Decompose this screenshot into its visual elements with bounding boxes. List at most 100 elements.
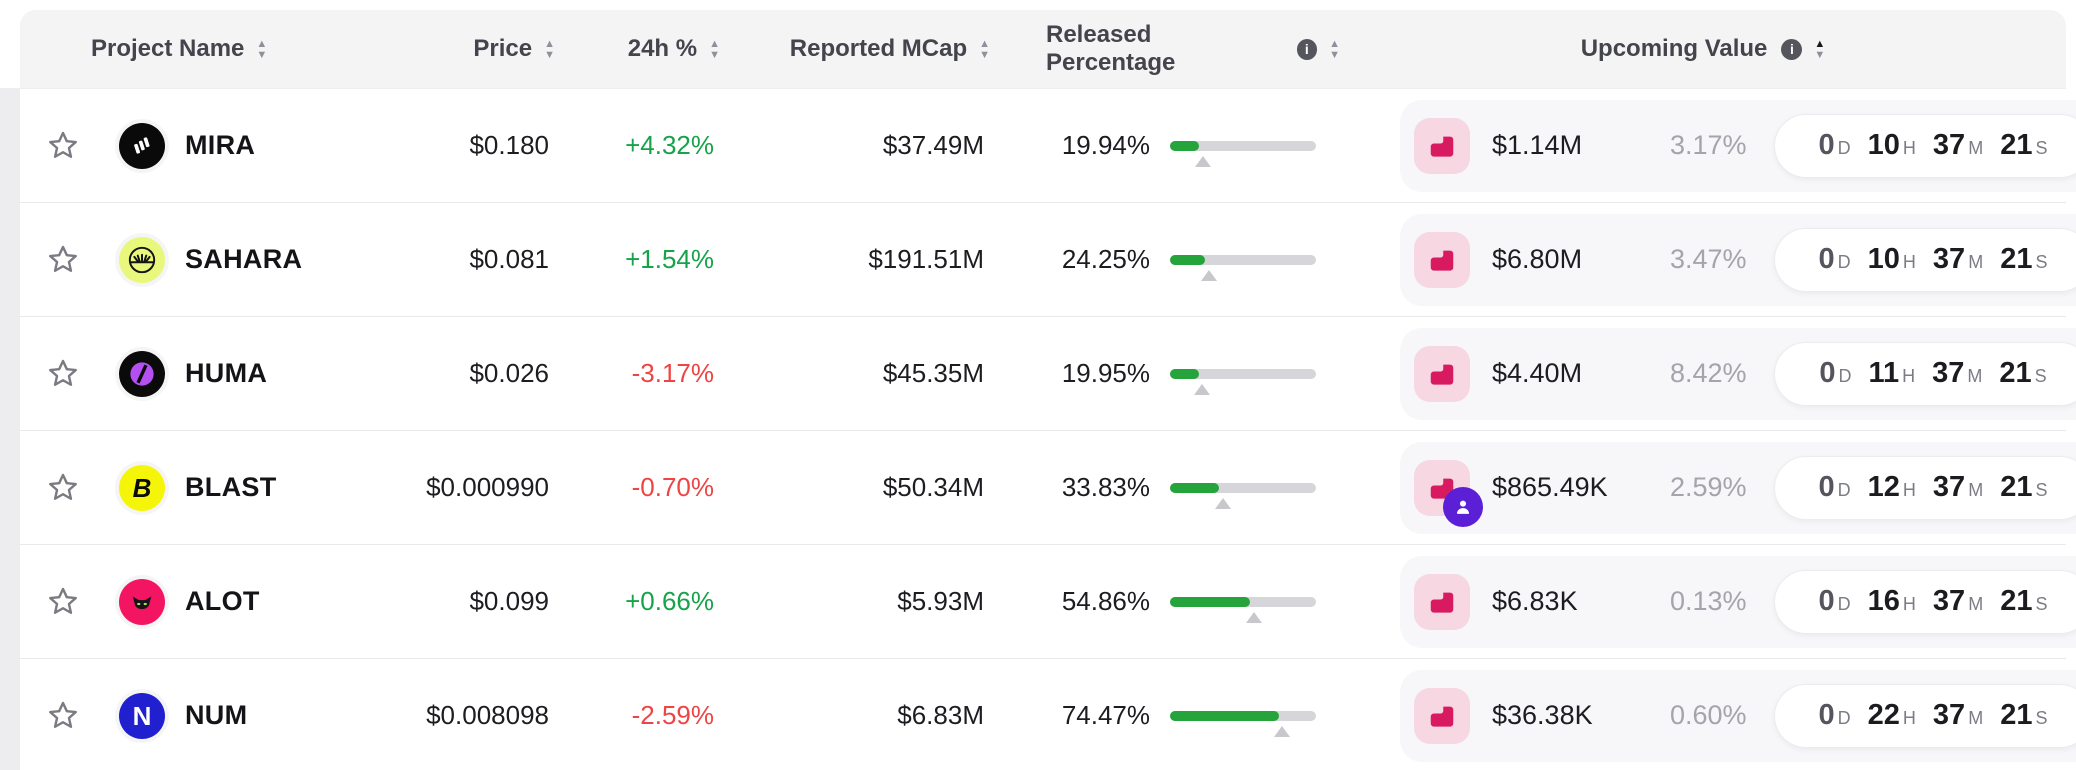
project-name[interactable]: HUMA xyxy=(185,358,268,388)
project-logo: N xyxy=(119,692,165,739)
released-percentage-value: 74.47% xyxy=(1061,700,1150,730)
timer-days: 0 xyxy=(1818,585,1835,617)
released-progress-bar xyxy=(1170,368,1316,395)
timer-days: 0 xyxy=(1818,471,1835,503)
timer-seconds-unit: S xyxy=(2035,480,2048,500)
timer-minutes-unit: M xyxy=(1968,594,1984,614)
sort-icon[interactable]: ▲ ▼ xyxy=(979,37,990,61)
timer-days-unit: D xyxy=(1838,366,1852,386)
upcoming-unlock-marker-icon xyxy=(1201,269,1218,281)
upcoming-unlock-percent: 2.59% xyxy=(1670,472,1747,502)
cliff-unlock-icon xyxy=(1414,345,1470,402)
project-name[interactable]: MIRA xyxy=(185,130,256,160)
progress-fill xyxy=(1170,254,1206,265)
timer-seconds: 21 xyxy=(1999,357,2032,389)
sort-icon[interactable]: ▲ ▼ xyxy=(1329,37,1340,61)
timer-hours-unit: H xyxy=(1902,138,1916,158)
table-row[interactable]: ALOT $0.099 +0.66% $5.93M 54.86% xyxy=(20,544,2076,658)
upcoming-unlock-percent: 3.17% xyxy=(1670,130,1747,160)
timer-seconds: 21 xyxy=(2000,471,2033,503)
favorite-star-icon[interactable] xyxy=(46,699,80,733)
project-logo xyxy=(119,122,165,169)
table-row[interactable]: SAHARA $0.081 +1.54% $191.51M 24.25% xyxy=(20,202,2076,316)
timer-seconds: 21 xyxy=(2000,243,2033,275)
progress-fill xyxy=(1170,596,1251,607)
timer-minutes: 37 xyxy=(1932,585,1966,617)
change-24h-value: -0.70% xyxy=(631,472,714,502)
sort-icon[interactable]: ▲ ▼ xyxy=(709,37,720,61)
timer-days-unit: D xyxy=(1837,594,1851,614)
favorite-star-icon[interactable] xyxy=(46,585,80,619)
timer-days-unit: D xyxy=(1837,252,1851,272)
released-progress-bar xyxy=(1170,710,1316,737)
timer-seconds: 21 xyxy=(2000,699,2033,731)
favorite-star-icon[interactable] xyxy=(46,129,80,163)
price-value: $0.000990 xyxy=(426,472,549,502)
upcoming-unlock-value: $4.40M xyxy=(1492,358,1583,388)
upcoming-unlock-marker-icon xyxy=(1245,611,1262,623)
timer-days-unit: D xyxy=(1837,708,1851,728)
reported-mcap-value: $50.34M xyxy=(882,472,984,502)
timer-days: 0 xyxy=(1818,699,1835,731)
column-header-released-percentage[interactable]: Released Percentage i ▲ ▼ xyxy=(1000,21,1340,77)
timer-minutes-unit: M xyxy=(1968,480,1984,500)
column-label: Released Percentage xyxy=(1046,21,1176,76)
table-row[interactable]: HUMA $0.026 -3.17% $45.35M 19.95% xyxy=(20,316,2076,430)
column-header-reported-mcap[interactable]: Reported MCap ▲ ▼ xyxy=(730,35,1000,63)
table-row[interactable]: MIRA $0.180 +4.32% $37.49M 19.94% xyxy=(20,88,2076,202)
column-header-24h-change[interactable]: 24h % ▲ ▼ xyxy=(565,35,730,63)
project-logo xyxy=(119,578,165,625)
upcoming-unlock-marker-icon xyxy=(1194,155,1211,167)
project-name[interactable]: NUM xyxy=(185,700,248,730)
project-name[interactable]: BLAST xyxy=(185,472,277,502)
favorite-star-icon[interactable] xyxy=(46,243,80,277)
sort-icon[interactable]: ▲ ▼ xyxy=(1814,37,1826,61)
change-24h-value: +4.32% xyxy=(625,130,714,160)
table-header-row: Project Name ▲ ▼ Price ▲ ▼ 24h % ▲ ▼ Report… xyxy=(20,10,2066,88)
released-progress-bar xyxy=(1170,596,1316,623)
progress-fill xyxy=(1170,482,1220,493)
column-label: Reported MCap xyxy=(789,35,968,62)
timer-minutes: 37 xyxy=(1932,357,1965,389)
favorite-star-icon[interactable] xyxy=(46,471,80,505)
upcoming-unlock-percent: 0.13% xyxy=(1670,586,1747,616)
reported-mcap-value: $5.93M xyxy=(897,586,984,616)
timer-minutes-unit: M xyxy=(1967,366,1983,386)
column-header-upcoming-value[interactable]: Upcoming Value i ▲ ▼ xyxy=(1340,35,2066,63)
info-icon[interactable]: i xyxy=(1296,38,1318,60)
favorite-star-icon[interactable] xyxy=(46,357,80,391)
project-name[interactable]: ALOT xyxy=(185,586,260,616)
change-24h-value: +0.66% xyxy=(625,586,714,616)
info-icon[interactable]: i xyxy=(1781,38,1803,60)
project-name[interactable]: SAHARA xyxy=(185,244,303,274)
sort-icon[interactable]: ▲ ▼ xyxy=(544,37,555,61)
released-percentage-value: 24.25% xyxy=(1061,244,1150,274)
progress-fill xyxy=(1170,140,1200,151)
timer-seconds: 21 xyxy=(2000,129,2033,161)
timer-days: 0 xyxy=(1818,129,1835,161)
timer-minutes: 37 xyxy=(1932,471,1966,503)
timer-hours: 11 xyxy=(1868,357,1900,389)
timer-minutes: 37 xyxy=(1932,243,1966,275)
progress-fill xyxy=(1170,368,1200,379)
table-row[interactable]: B BLAST $0.000990 -0.70% $50.34M 33.83% xyxy=(20,430,2076,544)
column-header-price[interactable]: Price ▲ ▼ xyxy=(425,35,565,63)
person-badge-icon xyxy=(1443,486,1483,527)
timer-hours: 16 xyxy=(1867,585,1900,617)
timer-hours: 10 xyxy=(1867,129,1900,161)
unlocks-table: Project Name ▲ ▼ Price ▲ ▼ 24h % ▲ ▼ Report… xyxy=(20,10,2076,770)
table-row[interactable]: N NUM $0.008098 -2.59% $6.83M 74.47% xyxy=(20,658,2076,770)
sort-icon[interactable]: ▲ ▼ xyxy=(256,37,268,61)
released-percentage-value: 19.94% xyxy=(1061,130,1150,160)
price-value: $0.099 xyxy=(469,586,549,616)
column-label: Project Name xyxy=(91,35,245,62)
timer-hours: 12 xyxy=(1867,471,1900,503)
column-header-project-name[interactable]: Project Name ▲ ▼ xyxy=(91,35,425,63)
upcoming-unlock-value: $6.80M xyxy=(1492,244,1583,274)
